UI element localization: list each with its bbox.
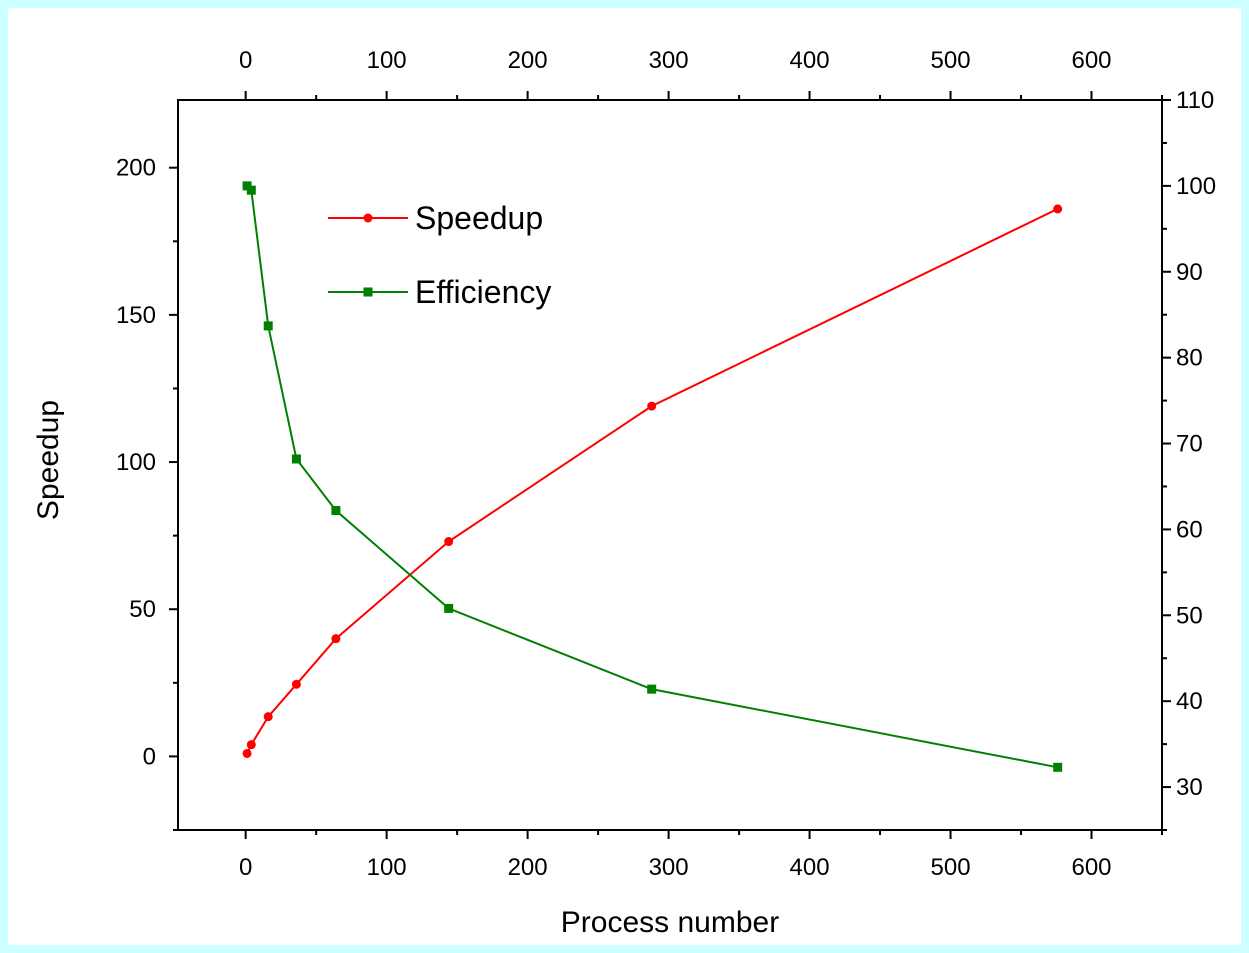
legend: Speedup Efficiency bbox=[328, 200, 551, 310]
x-tick-label: 200 bbox=[508, 854, 548, 881]
speedup-point bbox=[1053, 204, 1063, 214]
chart-background bbox=[8, 8, 1241, 945]
speedup-point bbox=[263, 712, 273, 722]
speedup-point bbox=[291, 679, 301, 689]
y2-tick-label: 90 bbox=[1176, 259, 1203, 286]
series-layer bbox=[242, 181, 1063, 772]
x-top-tick-label: 0 bbox=[239, 47, 252, 74]
plot-frame bbox=[177, 99, 1163, 831]
y2-tick-label: 40 bbox=[1176, 688, 1203, 715]
x-top-tick-label: 500 bbox=[931, 47, 971, 74]
y2-tick-label: 70 bbox=[1176, 431, 1203, 458]
speedup-point bbox=[331, 634, 341, 644]
x-tick-label: 600 bbox=[1071, 854, 1111, 881]
y-tick-label: 150 bbox=[116, 302, 156, 329]
speedup-point bbox=[444, 537, 454, 547]
y2-tick-label: 30 bbox=[1176, 774, 1203, 801]
x-axis-top: 0 100 200 300 400 500 600 bbox=[239, 47, 1163, 100]
x-axis-bottom: 0 100 200 300 400 500 600 bbox=[239, 830, 1163, 881]
y-tick-label: 50 bbox=[129, 596, 156, 623]
speedup-point bbox=[242, 748, 252, 758]
y-axis-left: 0 50 100 150 200 bbox=[116, 155, 178, 831]
efficiency-point bbox=[291, 454, 301, 464]
y2-tick-label: 60 bbox=[1176, 516, 1203, 543]
y-tick-label: 200 bbox=[116, 155, 156, 182]
x-axis-title: Process number bbox=[561, 906, 779, 939]
x-tick-label: 300 bbox=[649, 854, 689, 881]
x-top-tick-label: 400 bbox=[790, 47, 830, 74]
efficiency-point bbox=[444, 603, 454, 613]
y2-tick-label: 50 bbox=[1176, 602, 1203, 629]
y2-tick-label: 100 bbox=[1176, 173, 1216, 200]
efficiency-point bbox=[331, 506, 341, 516]
y-tick-label: 100 bbox=[116, 449, 156, 476]
x-tick-label: 100 bbox=[367, 854, 407, 881]
efficiency-point bbox=[263, 321, 273, 331]
x-top-tick-label: 100 bbox=[367, 47, 407, 74]
efficiency-point bbox=[647, 684, 657, 694]
x-top-tick-label: 600 bbox=[1071, 47, 1111, 74]
legend-speedup-label: Speedup bbox=[415, 200, 543, 236]
efficiency-point bbox=[246, 185, 256, 195]
speedup-line bbox=[246, 208, 1059, 754]
x-top-tick-label: 200 bbox=[508, 47, 548, 74]
y-axis-title: Speedup bbox=[32, 400, 65, 520]
efficiency-point bbox=[1053, 762, 1063, 772]
x-top-tick-label: 300 bbox=[649, 47, 689, 74]
x-tick-label: 0 bbox=[239, 854, 252, 881]
speedup-point bbox=[246, 740, 256, 750]
efficiency-line bbox=[246, 185, 1058, 769]
legend-efficiency-marker bbox=[363, 287, 373, 297]
x-tick-label: 500 bbox=[931, 854, 971, 881]
y-axis-right: 30 40 50 60 70 80 90 100 110 bbox=[1162, 87, 1216, 831]
x-tick-label: 400 bbox=[790, 854, 830, 881]
y-tick-label: 0 bbox=[143, 743, 156, 770]
speedup-point bbox=[647, 401, 657, 411]
legend-speedup-marker bbox=[363, 213, 373, 223]
y2-tick-label: 80 bbox=[1176, 345, 1203, 372]
legend-efficiency-label: Efficiency bbox=[415, 274, 551, 310]
y2-tick-label: 110 bbox=[1176, 87, 1214, 114]
